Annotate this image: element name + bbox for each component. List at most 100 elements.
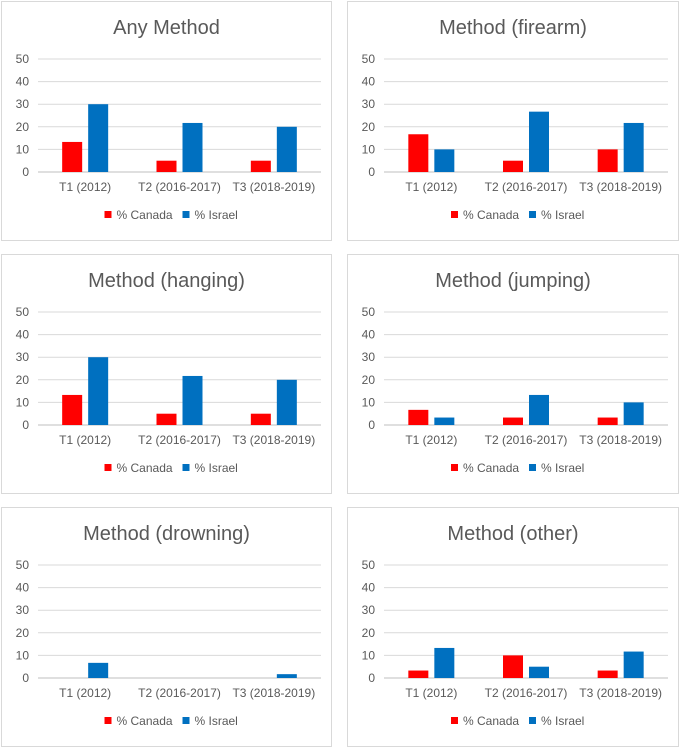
legend: % Canada % Israel: [104, 714, 238, 728]
bar-israel: [88, 357, 109, 425]
bar-canada: [503, 655, 523, 678]
y-tick-label: 20: [16, 626, 30, 640]
y-tick-label: 40: [16, 75, 30, 89]
x-tick-label: T3 (2018-2019): [579, 433, 662, 447]
y-tick-label: 40: [362, 328, 376, 342]
x-tick-label: T3 (2018-2019): [232, 433, 315, 447]
y-tick-label: 50: [362, 52, 376, 66]
x-tick-label: T2 (2016-2017): [485, 686, 568, 700]
y-tick-label: 20: [16, 373, 30, 387]
chart-title: Method (firearm): [439, 17, 587, 39]
legend: % Canada % Israel: [451, 208, 584, 222]
bar-israel: [276, 379, 297, 425]
bar-canada: [156, 160, 177, 172]
legend-label-israel: % Israel: [195, 461, 238, 475]
bar-canada: [597, 670, 618, 678]
y-tick-label: 30: [16, 97, 30, 111]
bar-israel: [182, 122, 203, 172]
chart-title: Method (drowning): [83, 523, 250, 545]
bar-israel: [529, 666, 549, 678]
x-tick-label: T3 (2018-2019): [579, 180, 662, 194]
bar-israel: [276, 126, 297, 172]
chart-panel-hanging: Method (hanging) 0 10 20 30 40 50 T1 (2012) T2 (…: [1, 254, 332, 494]
x-tick-label: T1 (2012): [59, 180, 111, 194]
legend-swatch-israel: [529, 717, 536, 724]
bar-canada: [408, 670, 429, 678]
bar-israel: [88, 104, 109, 172]
x-tick-label: T1 (2012): [405, 180, 457, 194]
bar-canada: [408, 134, 429, 172]
x-tick-label: T2 (2016-2017): [485, 180, 568, 194]
x-tick-label: T2 (2016-2017): [138, 686, 221, 700]
legend-label-canada: % Canada: [117, 714, 173, 728]
legend-label-israel: % Israel: [541, 714, 584, 728]
y-tick-label: 40: [16, 581, 30, 595]
bar-chart: Any Method 0 10 20 30 40 50 T1 (2012) T2 (2016-2…: [16, 17, 321, 222]
x-tick-label: T1 (2012): [405, 686, 457, 700]
y-tick-label: 10: [16, 395, 30, 409]
y-tick-label: 10: [16, 142, 30, 156]
legend-swatch-canada: [104, 464, 112, 471]
legend: % Canada % Israel: [104, 208, 238, 222]
bar-chart: Method (jumping) 0 10 20 30 40 50 T1 (2012) T2 (…: [362, 270, 668, 475]
legend-swatch-israel: [182, 211, 190, 218]
x-tick-label: T1 (2012): [59, 686, 111, 700]
chart-title: Method (other): [447, 523, 578, 545]
y-tick-label: 50: [362, 558, 376, 572]
y-tick-label: 0: [22, 418, 29, 432]
legend-label-israel: % Israel: [541, 208, 584, 222]
bar-israel: [623, 122, 644, 172]
bar-chart: Method (other) 0 10 20 30 40 50 T1 (2012) T2 (20…: [362, 523, 668, 728]
chart-title: Method (hanging): [88, 270, 245, 292]
legend-label-israel: % Israel: [195, 208, 238, 222]
y-tick-label: 50: [362, 305, 376, 319]
legend-swatch-canada: [104, 211, 112, 218]
bar-canada: [503, 417, 523, 425]
bar-canada: [250, 413, 271, 425]
y-tick-label: 20: [362, 373, 376, 387]
bar-chart: Method (firearm) 0 10 20 30 40 50 T1 (2012) T2 (…: [362, 17, 668, 222]
y-tick-label: 0: [22, 671, 29, 685]
chart-panel-jumping: Method (jumping) 0 10 20 30 40 50 T1 (2012) T2 (…: [347, 254, 679, 494]
legend-swatch-canada: [451, 464, 458, 471]
chart-panel-drowning: Method (drowning) 0 10 20 30 40 50 T1 (2012) T2 …: [1, 507, 332, 747]
legend: % Canada % Israel: [451, 461, 584, 475]
bar-canada: [597, 417, 618, 425]
y-tick-label: 20: [362, 120, 376, 134]
bar-israel: [434, 417, 455, 425]
x-tick-label: T1 (2012): [405, 433, 457, 447]
legend-swatch-israel: [182, 717, 190, 724]
y-tick-label: 0: [22, 165, 29, 179]
y-tick-label: 50: [16, 52, 30, 66]
y-tick-label: 30: [362, 603, 376, 617]
y-tick-label: 10: [362, 395, 376, 409]
y-tick-label: 40: [16, 328, 30, 342]
y-tick-label: 0: [368, 165, 375, 179]
y-tick-label: 10: [362, 142, 376, 156]
legend-label-canada: % Canada: [117, 461, 173, 475]
chart-panel-other: Method (other) 0 10 20 30 40 50 T1 (2012) T2 (20…: [347, 507, 679, 747]
y-tick-label: 30: [362, 350, 376, 364]
chart-title: Method (jumping): [435, 270, 591, 292]
x-tick-label: T1 (2012): [59, 433, 111, 447]
legend-swatch-israel: [529, 211, 536, 218]
legend-label-israel: % Israel: [541, 461, 584, 475]
bar-israel: [623, 651, 644, 678]
bar-israel: [434, 647, 455, 678]
legend-label-israel: % Israel: [195, 714, 238, 728]
bar-israel: [182, 375, 203, 425]
y-tick-label: 10: [16, 648, 30, 662]
bar-chart: Method (drowning) 0 10 20 30 40 50 T1 (2012) T2 …: [16, 523, 321, 728]
legend-label-canada: % Canada: [463, 714, 519, 728]
chart-panel-any-method: Any Method 0 10 20 30 40 50 T1 (2012) T2 (2016-2…: [1, 1, 332, 241]
x-tick-label: T3 (2018-2019): [579, 686, 662, 700]
y-tick-label: 30: [16, 603, 30, 617]
bar-israel: [623, 402, 644, 425]
legend: % Canada % Israel: [104, 461, 238, 475]
x-tick-label: T2 (2016-2017): [138, 433, 221, 447]
bar-canada: [597, 149, 618, 172]
bar-israel: [276, 674, 297, 678]
bar-israel: [529, 394, 549, 425]
y-tick-label: 30: [362, 97, 376, 111]
x-tick-label: T3 (2018-2019): [232, 686, 315, 700]
